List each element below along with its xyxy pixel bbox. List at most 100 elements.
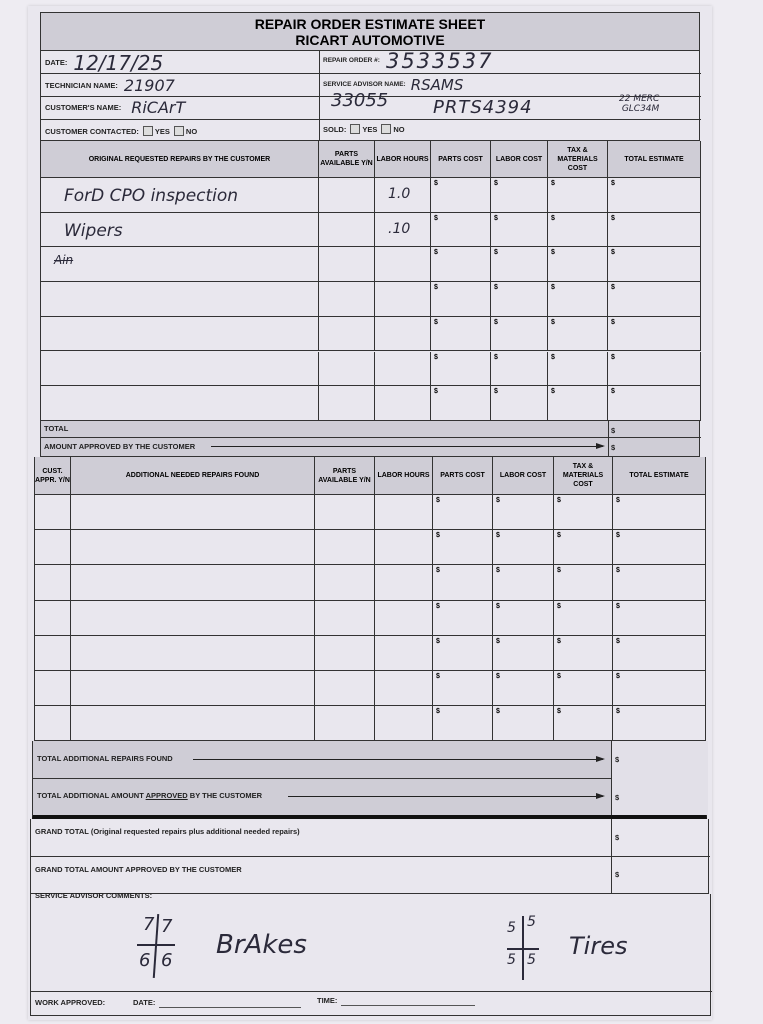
table-cell[interactable] [375,706,433,742]
date-field[interactable]: DATE: 12/17/25 [45,51,163,75]
table-cell[interactable]: $ [491,386,548,421]
table-cell[interactable]: $ [548,316,608,352]
table-cell[interactable] [375,635,433,671]
table-cell[interactable]: $ [554,600,613,636]
table-cell[interactable]: $ [608,178,701,213]
table-cell[interactable] [375,351,431,387]
table-cell[interactable] [315,635,375,671]
table-cell[interactable]: $ [491,178,548,213]
table-cell[interactable]: $ [433,565,493,601]
table-cell[interactable] [71,706,315,742]
table-cell[interactable]: $ [608,247,701,283]
table-cell[interactable]: $ [433,530,493,566]
table-cell[interactable]: $ [493,600,554,636]
table-cell[interactable]: $ [493,706,554,742]
table-cell[interactable]: $ [431,247,491,283]
sold-yes-checkbox[interactable] [350,124,361,134]
table-cell[interactable]: $ [613,530,706,566]
table-cell[interactable]: $ [433,706,493,742]
table-cell[interactable] [71,565,315,601]
table-cell[interactable]: $ [491,316,548,352]
table-cell[interactable]: $ [548,212,608,248]
approval-time-line[interactable] [341,1005,475,1006]
table-cell[interactable] [375,565,433,601]
table-cell[interactable]: $ [554,530,613,566]
table-cell[interactable] [315,706,375,742]
table-cell[interactable]: ForD CPO inspection [41,178,319,213]
table-cell[interactable] [71,671,315,707]
table-cell[interactable] [319,316,375,352]
table-cell[interactable] [35,495,71,531]
table-cell[interactable] [375,495,433,531]
table-cell[interactable]: Wipers [41,212,319,248]
contacted-yes-checkbox[interactable] [142,126,153,136]
table-cell[interactable]: $ [493,635,554,671]
table-cell[interactable]: $ [493,565,554,601]
table-cell[interactable] [71,635,315,671]
table-cell[interactable] [41,351,319,387]
table-cell[interactable]: $ [431,351,491,387]
table-cell[interactable]: $ [608,316,701,352]
table-cell[interactable]: $ [548,351,608,387]
table-cell[interactable] [71,530,315,566]
table-cell[interactable]: $ [608,386,701,421]
contacted-no-checkbox[interactable] [173,126,184,136]
table-cell[interactable]: $ [433,600,493,636]
table-cell[interactable]: $ [608,282,701,317]
table-cell[interactable] [41,316,319,352]
table-cell[interactable]: $ [613,635,706,671]
table-cell[interactable] [319,247,375,283]
technician-field[interactable]: TECHNICIAN NAME: 21907 [45,75,175,96]
table-cell[interactable] [319,386,375,421]
table-cell[interactable]: $ [554,635,613,671]
table-cell[interactable]: $ [554,565,613,601]
table-cell[interactable] [35,530,71,566]
table-cell[interactable] [375,316,431,352]
table-cell[interactable]: $ [608,351,701,387]
table-cell[interactable] [35,635,71,671]
table-cell[interactable]: $ [431,178,491,213]
table-cell[interactable]: $ [613,495,706,531]
table-cell[interactable] [41,282,319,317]
table-cell[interactable]: $ [431,386,491,421]
table-cell[interactable]: $ [431,282,491,317]
table-cell[interactable] [71,495,315,531]
table-cell[interactable] [41,386,319,421]
table-cell[interactable]: $ [493,671,554,707]
table-cell[interactable] [375,247,431,283]
table-cell[interactable] [375,282,431,317]
table-cell[interactable]: $ [433,495,493,531]
table-cell[interactable]: $ [548,247,608,283]
table-cell[interactable]: $ [493,530,554,566]
table-cell[interactable]: .10 [375,212,431,248]
table-cell[interactable] [375,671,433,707]
table-cell[interactable]: $ [548,178,608,213]
table-cell[interactable]: 1.0 [375,178,431,213]
table-cell[interactable]: $ [491,351,548,387]
approval-date-line[interactable] [159,1007,301,1008]
table-cell[interactable]: $ [491,282,548,317]
table-cell[interactable]: $ [431,212,491,248]
table-cell[interactable] [375,386,431,421]
table-cell[interactable]: $ [431,316,491,352]
table-cell[interactable] [319,282,375,317]
table-cell[interactable]: $ [613,706,706,742]
table-cell[interactable] [315,565,375,601]
table-cell[interactable] [315,495,375,531]
table-cell[interactable] [315,671,375,707]
table-cell[interactable]: $ [613,600,706,636]
table-cell[interactable] [319,178,375,213]
table-cell[interactable]: $ [548,282,608,317]
table-cell[interactable] [35,706,71,742]
table-cell[interactable]: $ [554,706,613,742]
sold-no-checkbox[interactable] [381,124,392,134]
table-cell[interactable]: $ [491,212,548,248]
table-cell[interactable] [375,530,433,566]
table-cell[interactable]: $ [433,671,493,707]
table-cell[interactable] [319,212,375,248]
table-cell[interactable] [315,600,375,636]
table-cell[interactable] [35,600,71,636]
table-cell[interactable] [35,671,71,707]
table-cell[interactable]: $ [554,495,613,531]
table-cell[interactable]: Ain [41,247,319,283]
